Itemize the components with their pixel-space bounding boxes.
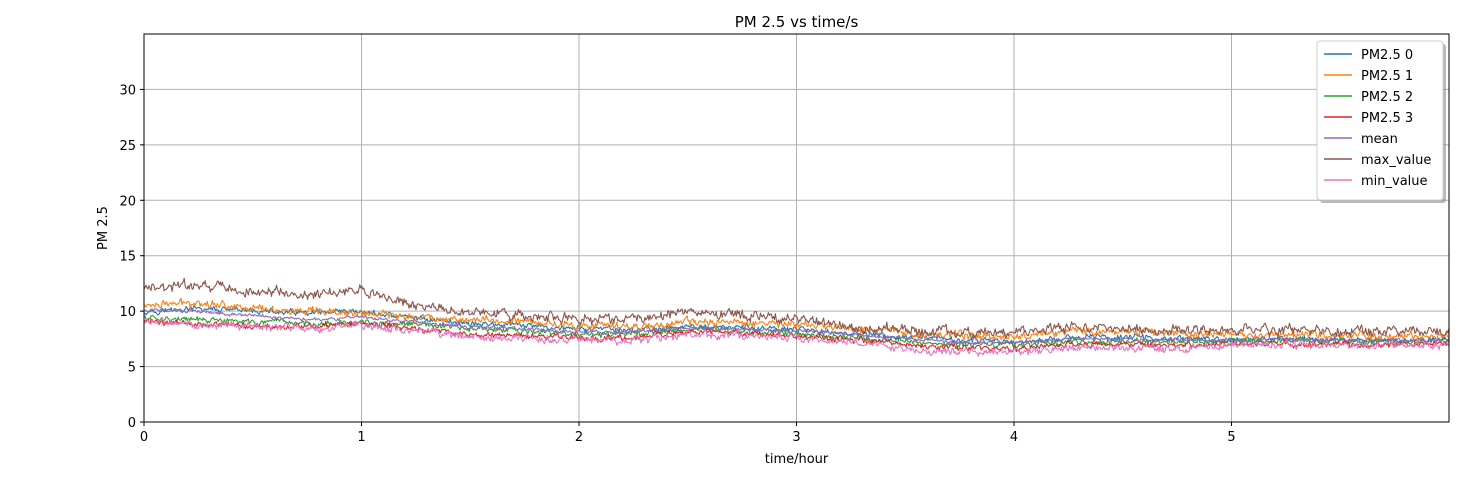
- series-line-6: [143, 316, 1450, 357]
- series-line-5: [143, 277, 1450, 339]
- x-tick-label: 3: [792, 430, 800, 445]
- legend-label: PM2.5 0: [1361, 48, 1413, 63]
- legend-label: PM2.5 1: [1361, 69, 1413, 84]
- legend-label: mean: [1361, 132, 1398, 147]
- y-tick-label: 20: [119, 194, 136, 209]
- y-axis-label: PM 2.5: [96, 206, 111, 250]
- y-tick-label: 30: [119, 83, 136, 98]
- legend-label: PM2.5 3: [1361, 111, 1413, 126]
- y-tick-label: 15: [119, 250, 136, 265]
- x-tick-label: 2: [575, 430, 583, 445]
- x-axis-label: time/hour: [765, 452, 829, 467]
- legend-label: max_value: [1361, 153, 1431, 168]
- x-tick-label: 4: [1010, 430, 1018, 445]
- y-tick-label: 0: [128, 416, 136, 431]
- legend: PM2.5 0 PM2.5 1 PM2.5 2 PM2.5 3 mean max_valu…: [1316, 40, 1446, 203]
- series-lines: [143, 277, 1450, 357]
- series-line-4: [143, 307, 1450, 345]
- x-tick-label: 1: [357, 430, 365, 445]
- legend-label: min_value: [1361, 174, 1428, 189]
- series-line-2: [143, 314, 1450, 349]
- legend-label: PM2.5 2: [1361, 90, 1413, 105]
- legend-box: [1316, 40, 1444, 201]
- y-tick-label: 10: [119, 305, 136, 320]
- y-tick-label: 5: [128, 361, 136, 376]
- series-line-1: [143, 297, 1450, 342]
- chart-title: PM 2.5 vs time/s: [735, 13, 859, 31]
- x-tick-label: 0: [140, 430, 148, 445]
- x-tick-label: 5: [1227, 430, 1235, 445]
- axis-ticks: 0 1 2 3 4 5 0 5 10 15 20 25 30: [119, 83, 1235, 445]
- y-tick-label: 25: [119, 139, 136, 154]
